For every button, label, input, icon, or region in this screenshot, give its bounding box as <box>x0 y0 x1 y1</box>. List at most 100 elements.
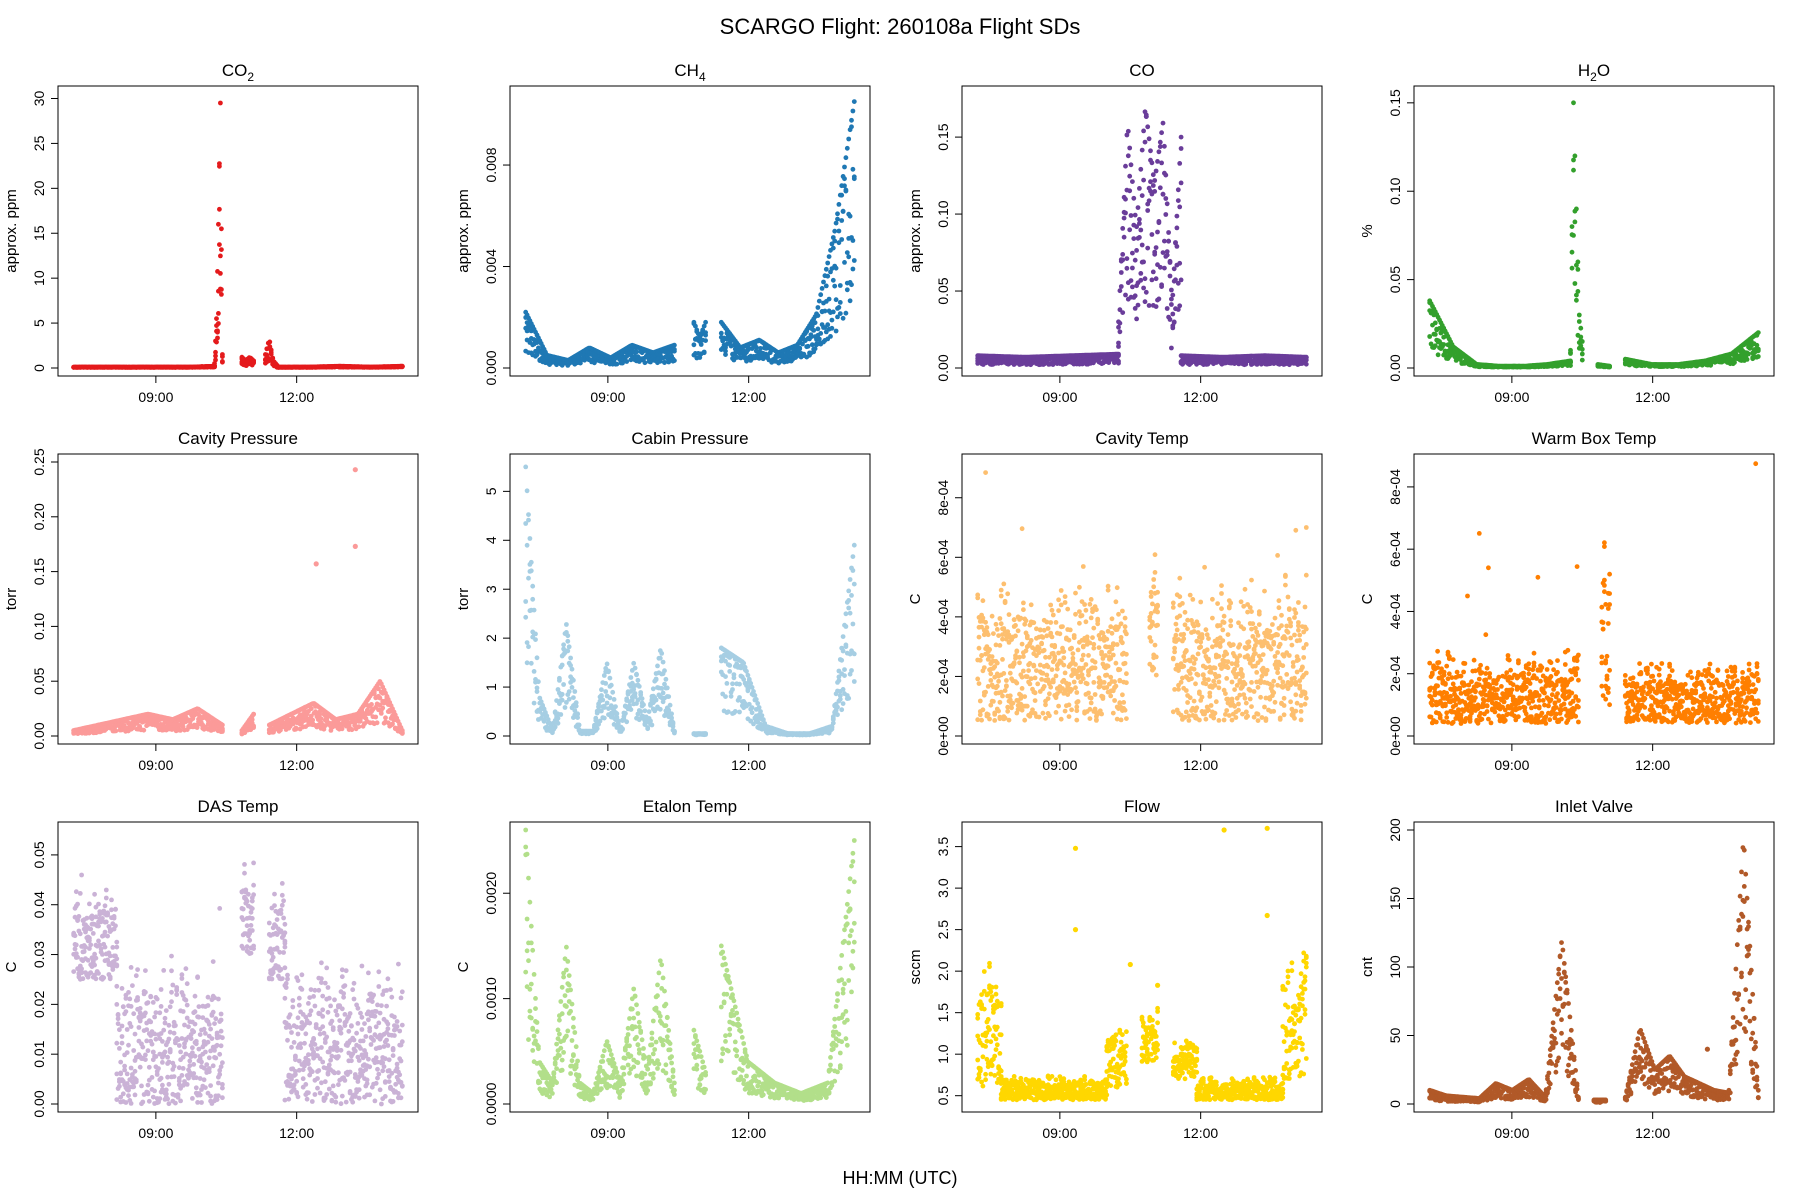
data-point <box>839 237 845 242</box>
data-point <box>1575 259 1581 265</box>
panel-title: CH4 <box>674 61 706 84</box>
data-point <box>1127 173 1133 179</box>
data-point <box>523 599 529 604</box>
data-point <box>217 206 222 212</box>
data-point <box>1138 271 1144 276</box>
data-point <box>1130 284 1135 290</box>
data-point <box>1177 260 1183 266</box>
data-point <box>1153 168 1159 174</box>
data-point <box>601 705 607 710</box>
data-point <box>636 684 642 689</box>
x-tick-label: 09:00 <box>1042 389 1077 405</box>
data-point <box>662 359 667 365</box>
plot-frame <box>509 85 871 377</box>
data-point <box>218 271 223 276</box>
data-point <box>1157 264 1163 270</box>
data-point <box>1607 363 1612 369</box>
data-point <box>561 642 566 648</box>
data-point <box>607 695 613 701</box>
data-point <box>672 347 677 352</box>
data-point <box>840 209 846 214</box>
data-point <box>1574 206 1579 212</box>
data-point <box>383 715 388 721</box>
data-point <box>1170 311 1176 317</box>
data-point <box>569 685 575 690</box>
data-point <box>832 228 838 234</box>
outlier-point <box>313 561 319 567</box>
data-point <box>614 711 620 717</box>
data-point <box>268 347 274 353</box>
data-point <box>663 676 669 682</box>
data-point <box>565 648 571 654</box>
y-axis-label: % <box>1359 224 1376 237</box>
data-point <box>216 311 221 316</box>
data-point <box>613 704 618 709</box>
data-point <box>818 331 824 336</box>
data-point <box>659 651 665 656</box>
series-co2 <box>71 100 405 370</box>
data-point <box>1575 289 1581 294</box>
x-tick-label: 12:00 <box>731 389 766 405</box>
y-tick-label: 0.25 <box>31 448 47 475</box>
data-point <box>1571 167 1576 173</box>
data-point <box>534 655 540 661</box>
data-point <box>1177 303 1183 309</box>
data-point <box>378 711 384 716</box>
data-point <box>1572 281 1578 286</box>
data-point <box>524 488 530 494</box>
data-point <box>566 689 572 694</box>
data-point <box>608 682 614 688</box>
data-point <box>1159 130 1164 136</box>
data-point <box>1127 145 1133 151</box>
data-point <box>1152 189 1158 194</box>
data-point <box>527 536 533 541</box>
data-point <box>1175 198 1181 204</box>
data-point <box>660 690 666 696</box>
data-point <box>1127 188 1133 194</box>
data-point <box>1118 284 1124 289</box>
data-point <box>660 659 666 665</box>
data-point <box>601 715 607 721</box>
data-point <box>634 671 639 677</box>
data-point <box>1569 224 1575 230</box>
data-point <box>215 335 220 341</box>
data-point <box>1157 185 1163 191</box>
data-point <box>603 689 609 694</box>
data-point <box>1178 146 1184 151</box>
data-point <box>725 709 731 715</box>
data-point <box>850 166 856 172</box>
data-point <box>1578 325 1584 331</box>
data-point <box>533 637 538 642</box>
data-point <box>1576 319 1582 324</box>
data-point <box>811 328 817 333</box>
data-point <box>219 226 224 232</box>
data-point <box>1152 249 1158 255</box>
data-point <box>1169 287 1174 293</box>
y-tick-label: 4 <box>483 536 499 544</box>
y-tick-label: 0.008 <box>483 147 499 182</box>
data-point <box>611 697 617 702</box>
data-point <box>528 568 534 574</box>
data-point <box>836 202 842 207</box>
series-h2o <box>1427 100 1761 370</box>
y-tick-label: 0.20 <box>31 503 47 530</box>
data-point <box>1137 186 1142 191</box>
data-point <box>1148 148 1153 154</box>
data-point <box>698 342 704 347</box>
plot-frame <box>1413 85 1775 377</box>
data-point <box>662 668 667 674</box>
data-point <box>1135 302 1141 308</box>
data-point <box>1137 235 1142 240</box>
data-point <box>219 287 224 292</box>
series-co <box>975 109 1309 368</box>
data-point <box>839 192 845 198</box>
data-point <box>251 725 256 730</box>
data-point <box>213 353 218 359</box>
y-tick-label: 0.00 <box>31 722 47 749</box>
data-point <box>797 346 803 352</box>
data-point <box>1175 187 1181 193</box>
data-point <box>1116 324 1121 330</box>
y-tick-label: 30 <box>31 90 47 106</box>
